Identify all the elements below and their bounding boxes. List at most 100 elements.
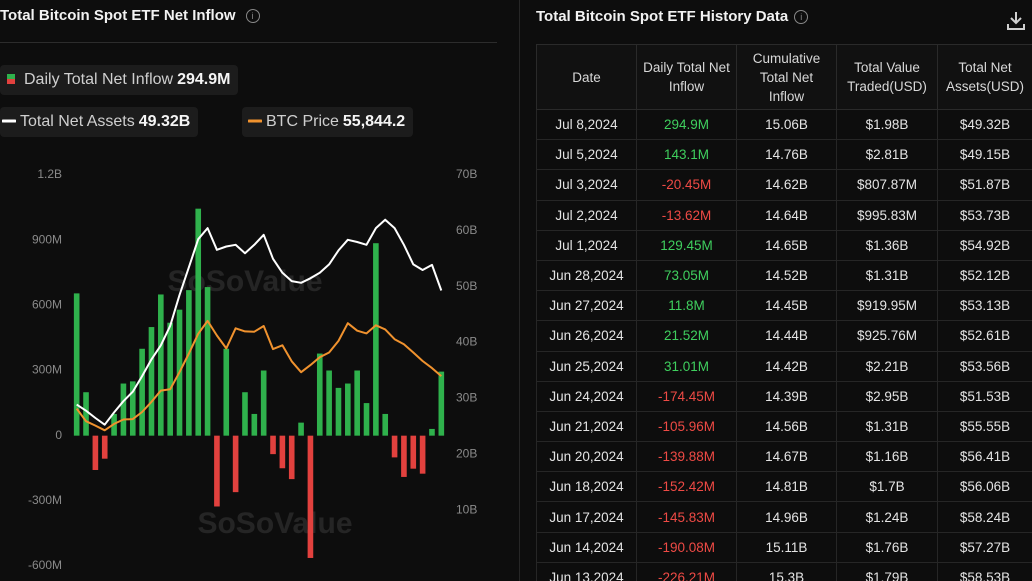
y-tick-label: 300M — [32, 363, 62, 377]
table-cell: 14.44B — [736, 320, 837, 352]
y-tick-label: -300M — [28, 493, 62, 507]
bar — [401, 435, 407, 477]
table-cell: Jun 24,2024 — [536, 380, 637, 412]
legend-item[interactable]: BTC Price 55,844.2 — [242, 107, 414, 137]
table-cell: 129.45M — [636, 229, 737, 261]
bar — [382, 413, 389, 436]
table-cell: $54.92B — [937, 229, 1032, 261]
table-cell: 11.8M — [636, 290, 737, 322]
table-cell: 14.42B — [736, 350, 837, 382]
y-tick-label: 600M — [32, 298, 62, 312]
bar — [195, 208, 202, 436]
bar — [354, 370, 360, 436]
line — [76, 218, 443, 426]
table-row: Jun 26,2024 21.52M 14.44B $925.76M $52.61B — [536, 320, 1032, 352]
panel-title: Total Bitcoin Spot ETF History Data i — [536, 8, 809, 25]
bar — [288, 435, 295, 480]
table-cell: Jun 20,2024 — [536, 441, 637, 473]
panel-title: Total Bitcoin Spot ETF Net Inflow i — [0, 7, 260, 24]
table-cell: $57.27B — [937, 531, 1032, 563]
table-cell: Jul 8,2024 — [536, 108, 637, 141]
title-text: Total Bitcoin Spot ETF History Data — [536, 8, 789, 25]
legend-icon — [7, 74, 15, 84]
table-cell: -190.08M — [636, 531, 737, 563]
table-cell: $1.31B — [836, 259, 938, 292]
bar — [419, 435, 426, 474]
table-cell: $1.98B — [836, 108, 938, 141]
title-text: Total Bitcoin Spot ETF Net Inflow — [0, 7, 236, 24]
table-row: Jul 3,2024 -20.45M 14.62B $807.87M $51.87B — [536, 169, 1032, 201]
y2-tick-label: 70B — [456, 167, 477, 181]
table-cell: $56.06B — [937, 471, 1032, 503]
bar — [429, 428, 435, 436]
table-cell: Jun 27,2024 — [536, 290, 637, 322]
table-cell: $919.95M — [836, 290, 938, 322]
table-cell: 15.06B — [736, 108, 837, 141]
bar — [167, 322, 173, 436]
info-icon[interactable]: i — [245, 9, 260, 23]
table-cell: $52.61B — [937, 320, 1032, 352]
y2-tick-label: 60B — [456, 223, 477, 237]
download-icon[interactable] — [1005, 10, 1027, 32]
table-cell: 15.3B — [736, 561, 837, 581]
legend-item[interactable]: Total Net Assets 49.32B — [0, 107, 199, 137]
table-cell: -174.45M — [636, 380, 737, 412]
bar — [92, 435, 99, 470]
table-cell: $1.16B — [836, 441, 938, 473]
y2-tick-label: 50B — [456, 279, 477, 293]
table-cell: Jul 1,2024 — [536, 229, 637, 261]
bar — [120, 383, 127, 436]
bar — [101, 435, 108, 459]
y2-tick-label: 30B — [456, 391, 477, 405]
table-cell: Jul 2,2024 — [536, 199, 637, 231]
table-row: Jul 2,2024 -13.62M 14.64B $995.83M $53.73B — [536, 199, 1032, 231]
table-cell: $53.13B — [937, 290, 1032, 322]
legend-icon — [247, 119, 263, 123]
table-cell: 14.62B — [736, 169, 837, 201]
info-icon[interactable]: i — [794, 10, 809, 24]
table-cell: $49.32B — [937, 108, 1032, 141]
table-cell: $1.76B — [836, 531, 938, 563]
bar — [316, 353, 323, 436]
y2-tick-label: 40B — [456, 335, 477, 349]
table-cell: 21.52M — [636, 320, 737, 352]
column-header: Total Value Traded(USD) — [836, 44, 938, 110]
table-cell: $2.95B — [836, 380, 938, 412]
bar — [204, 287, 211, 436]
table-row: Jun 20,2024 -139.88M 14.67B $1.16B $56.41B — [536, 441, 1032, 473]
table-cell: 143.1M — [636, 139, 737, 171]
bar — [298, 422, 304, 436]
table-cell: 14.52B — [736, 259, 837, 292]
bar — [232, 435, 239, 493]
table-cell: Jul 3,2024 — [536, 169, 637, 201]
table-cell: 73.05M — [636, 259, 737, 292]
bar — [83, 392, 89, 436]
table-cell: 14.65B — [736, 229, 837, 261]
table-row: Jun 24,2024 -174.45M 14.39B $2.95B $51.53B — [536, 380, 1032, 412]
table-row: Jul 1,2024 129.45M 14.65B $1.36B $54.92B — [536, 229, 1032, 261]
column-header: Total Net Assets(USD) — [937, 44, 1032, 110]
table-cell: $1.31B — [836, 410, 938, 443]
table-cell: -105.96M — [636, 410, 737, 443]
bar — [270, 435, 276, 455]
y-tick-label: 1.2B — [37, 167, 62, 181]
separator — [0, 42, 497, 43]
table-cell: Jun 21,2024 — [536, 410, 637, 443]
bar — [410, 435, 417, 469]
legend-label: BTC Price — [266, 113, 339, 130]
y2-tick-label: 20B — [456, 446, 477, 460]
legend-item[interactable]: Daily Total Net Inflow 294.9M — [0, 65, 239, 95]
bar — [307, 435, 314, 558]
table-cell: $51.53B — [937, 380, 1032, 412]
table-cell: $55.55B — [937, 410, 1032, 443]
bar — [363, 403, 370, 436]
legend-icon — [1, 119, 17, 123]
bar — [214, 435, 220, 507]
table-cell: Jun 14,2024 — [536, 531, 637, 563]
legend-label: Daily Total Net Inflow — [24, 71, 174, 88]
bar — [129, 381, 136, 436]
chart: SoSoValue SoSoValue -600M-300M0300M600M9… — [28, 167, 477, 572]
table-row: Jul 8,2024 294.9M 15.06B $1.98B $49.32B — [536, 108, 1032, 141]
table-cell: $995.83M — [836, 199, 938, 231]
table-row: Jun 27,2024 11.8M 14.45B $919.95M $53.13B — [536, 290, 1032, 322]
